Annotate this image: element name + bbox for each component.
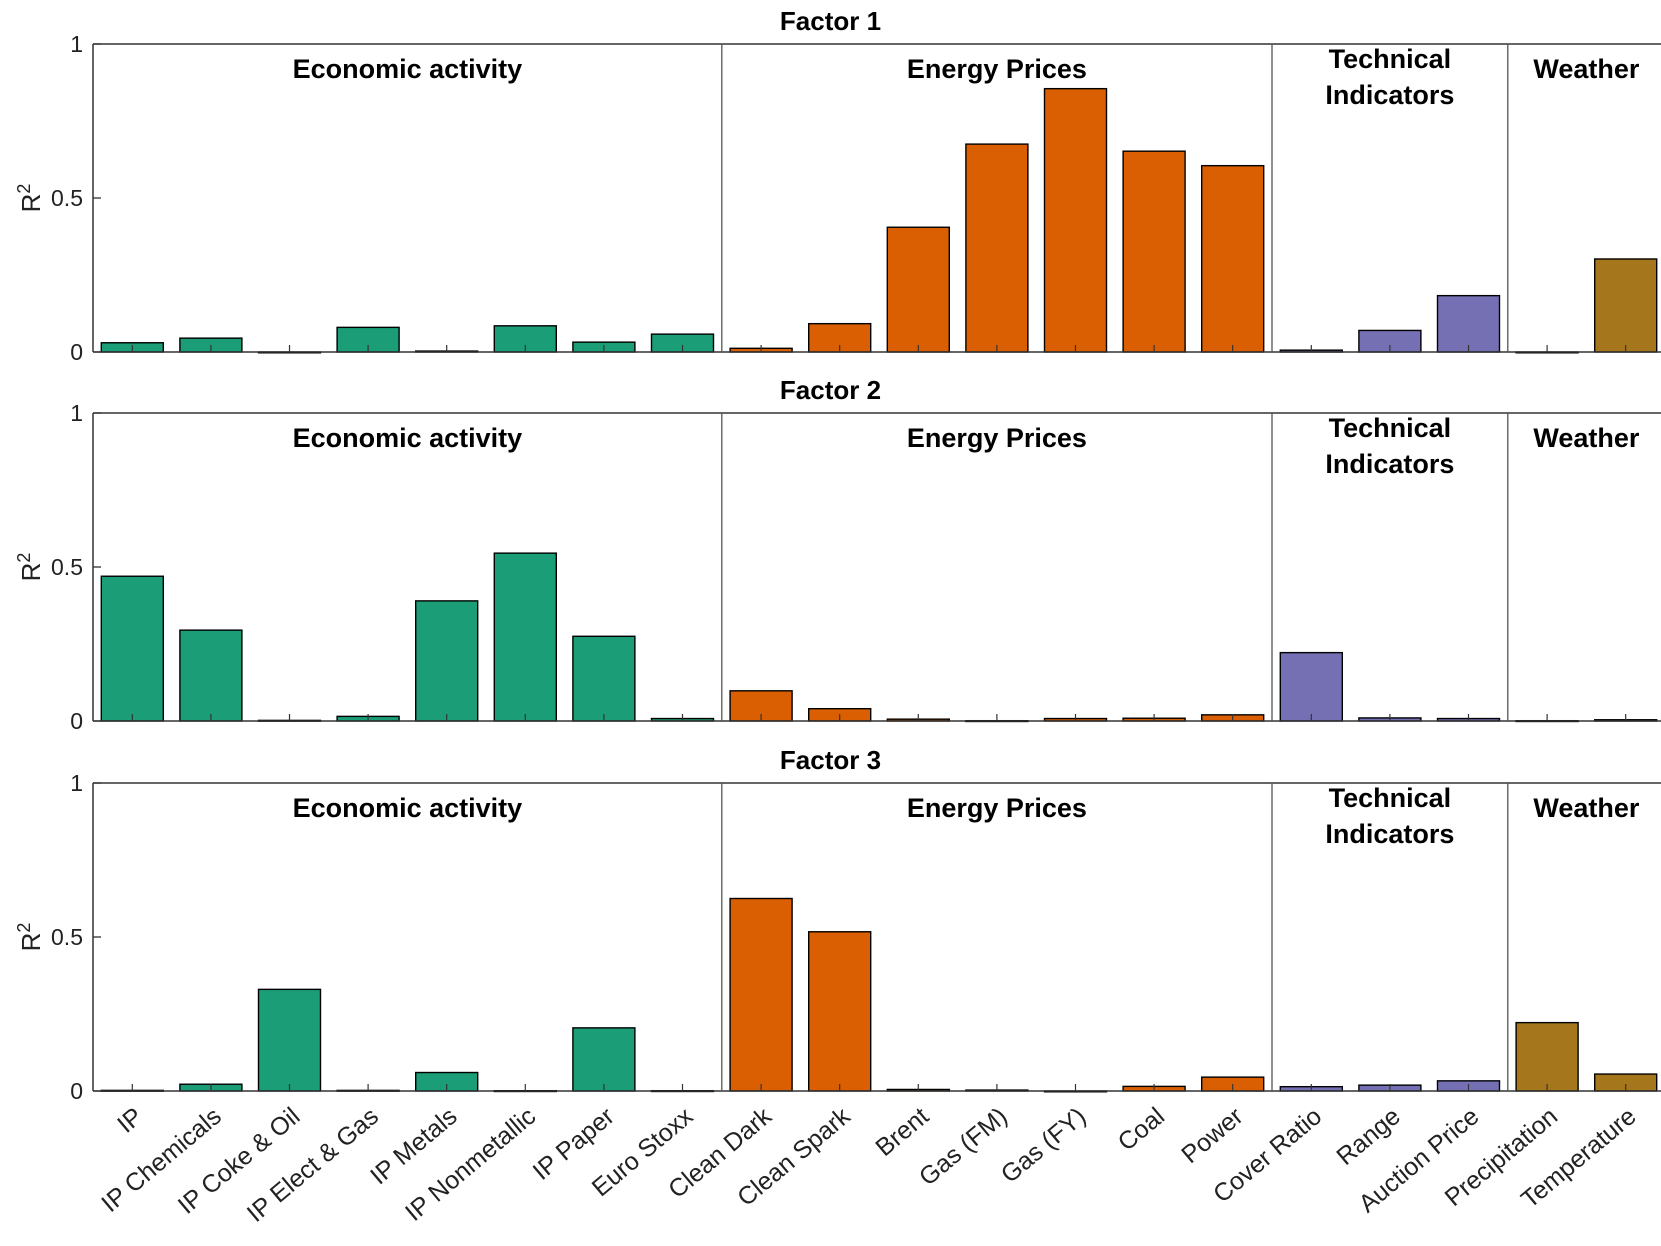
group-label: Indicators bbox=[1325, 449, 1454, 479]
x-tick-label: IP bbox=[112, 1102, 148, 1139]
group-label: Indicators bbox=[1325, 819, 1454, 849]
x-tick-label: Coal bbox=[1113, 1102, 1170, 1157]
group-label: Weather bbox=[1533, 54, 1640, 84]
group-label: Technical bbox=[1329, 44, 1452, 74]
bar-2-0 bbox=[100, 575, 165, 722]
group-label: Energy Prices bbox=[907, 793, 1087, 823]
group-label: Weather bbox=[1533, 793, 1640, 823]
y-tick-label: 0 bbox=[70, 1078, 83, 1104]
bar-1-11 bbox=[965, 143, 1029, 353]
x-tick-label: Power bbox=[1176, 1102, 1248, 1169]
bar-2-1 bbox=[179, 629, 243, 722]
bar-3-9 bbox=[808, 931, 872, 1092]
bar-1-12 bbox=[1043, 87, 1108, 353]
y-axis-label-base: R bbox=[16, 933, 46, 952]
group-label: Economic activity bbox=[293, 54, 523, 84]
x-tick-label: Gas (FY) bbox=[996, 1102, 1092, 1189]
y-tick-label: 0.5 bbox=[51, 554, 83, 580]
y-tick-label: 1 bbox=[70, 31, 83, 57]
y-axis-label-superscript: 2 bbox=[14, 923, 34, 933]
x-tick-label: Brent bbox=[870, 1102, 934, 1162]
group-label: Weather bbox=[1533, 423, 1640, 453]
bar-1-17 bbox=[1436, 294, 1501, 353]
bar-3-8 bbox=[729, 897, 793, 1092]
group-label: Economic activity bbox=[293, 423, 523, 453]
x-tick-label: Range bbox=[1331, 1102, 1405, 1171]
y-axis-label: R2 bbox=[14, 184, 46, 213]
group-label: Technical bbox=[1329, 413, 1452, 443]
bar-1-14 bbox=[1200, 164, 1265, 353]
bar-2-15 bbox=[1279, 651, 1344, 722]
bar-3-18 bbox=[1515, 1021, 1579, 1092]
y-axis-label-base: R bbox=[16, 194, 46, 213]
panel-title: Factor 2 bbox=[780, 375, 881, 405]
y-axis-label-base: R bbox=[16, 563, 46, 582]
y-tick-label: 0.5 bbox=[51, 924, 83, 950]
y-tick-label: 0.5 bbox=[51, 185, 83, 211]
y-axis-label: R2 bbox=[14, 923, 46, 952]
bar-3-6 bbox=[572, 1027, 636, 1092]
y-tick-label: 1 bbox=[70, 400, 83, 426]
x-tick-label: Gas (FM) bbox=[914, 1102, 1013, 1191]
y-tick-label: 0 bbox=[70, 339, 83, 365]
bar-2-5 bbox=[493, 552, 557, 722]
x-tick-label: IP Elect & Gas bbox=[242, 1102, 384, 1228]
y-tick-label: 0 bbox=[70, 708, 83, 734]
y-tick-label: 1 bbox=[70, 770, 83, 796]
bar-2-4 bbox=[415, 600, 479, 722]
group-label: Energy Prices bbox=[907, 423, 1087, 453]
panel-title: Factor 3 bbox=[780, 745, 881, 775]
group-label: Technical bbox=[1329, 783, 1452, 813]
panel-title: Factor 1 bbox=[780, 6, 881, 36]
bar-1-10 bbox=[886, 226, 950, 353]
bar-1-13 bbox=[1122, 150, 1186, 353]
y-axis-label-superscript: 2 bbox=[14, 553, 34, 563]
group-label: Energy Prices bbox=[907, 54, 1087, 84]
y-axis-label-superscript: 2 bbox=[14, 184, 34, 194]
y-axis-label: R2 bbox=[14, 553, 46, 582]
group-label: Indicators bbox=[1325, 80, 1454, 110]
bar-2-6 bbox=[572, 635, 636, 722]
bar-3-2 bbox=[257, 988, 322, 1092]
bar-1-19 bbox=[1593, 258, 1658, 353]
group-label: Economic activity bbox=[293, 793, 523, 823]
